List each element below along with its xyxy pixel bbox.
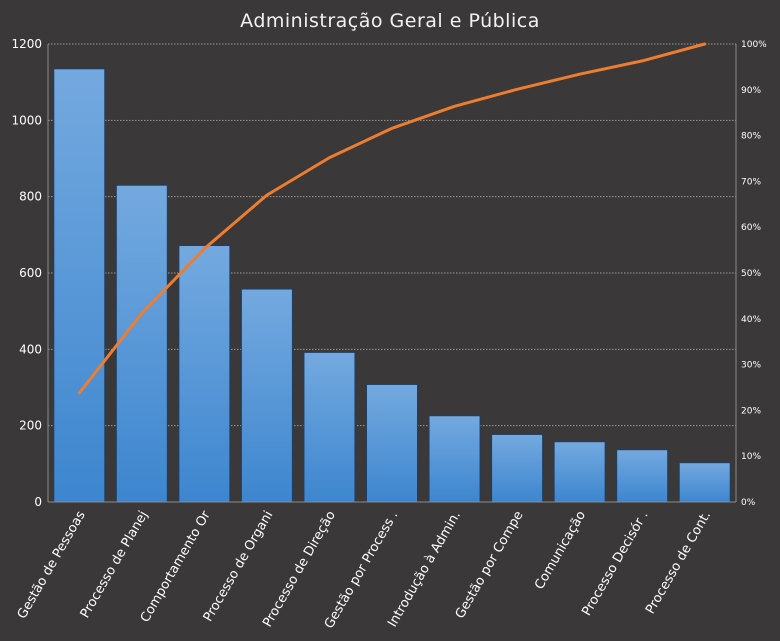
y2-tick-label: 50%	[741, 269, 761, 279]
y2-tick-label: 60%	[741, 223, 761, 233]
x-tick-label: Processo de Direção	[260, 508, 339, 629]
bars	[53, 68, 731, 503]
x-tick-label: Processo de Cont.	[643, 509, 714, 617]
y2-tick-label: 70%	[741, 177, 761, 187]
y-tick-label: 1200	[11, 37, 42, 51]
line-point	[140, 312, 144, 315]
y-tick-label: 1000	[11, 113, 42, 127]
bar	[178, 245, 231, 503]
bar	[428, 415, 481, 503]
bar	[53, 68, 106, 503]
x-tick-label: Processo Decisór .	[579, 509, 651, 619]
bar	[366, 383, 418, 503]
y-tick-label: 400	[19, 342, 42, 356]
line-point	[203, 247, 206, 250]
y2-tick-label: 30%	[741, 361, 761, 371]
bar	[240, 288, 293, 503]
x-tick-label: Comportamento Or	[138, 508, 214, 625]
bar	[616, 449, 669, 503]
y2-tick-label: 20%	[741, 406, 761, 416]
y-tick-label: 600	[19, 266, 42, 280]
y-axis-left: 0 200 400 600 800 1000 1200	[11, 37, 49, 509]
line-point	[78, 391, 81, 395]
y2-tick-label: 10%	[741, 452, 761, 462]
cumulative-line	[77, 42, 707, 395]
y2-tick-label: 40%	[741, 315, 761, 325]
y2-tick-label: 100%	[741, 40, 767, 50]
x-tick-label: Comunicação	[532, 508, 589, 592]
y-tick-label: 800	[19, 190, 42, 204]
y-axis-right: 0% 10% 20% 30% 40% 50% 60% 70% 80% 90% 100%	[735, 40, 767, 508]
line-point	[328, 156, 331, 159]
bar	[553, 441, 606, 503]
cumulative-percent-line	[77, 42, 707, 395]
x-tick-label: Processo de Organi	[201, 509, 277, 625]
line-point	[390, 127, 394, 130]
y2-tick-label: 90%	[741, 86, 761, 96]
x-tick-label: Processo de Planej	[78, 509, 152, 621]
x-tick-label: Gestão por Process .	[322, 509, 402, 632]
y-tick-label: 0	[34, 495, 42, 509]
y2-tick-label: 0%	[741, 498, 756, 508]
x-tick-label: Gestão por Compe	[453, 509, 527, 622]
x-tick-label: Introdução à Admin.	[385, 508, 464, 629]
x-tick-label: Gestão de Pessoas	[15, 508, 89, 621]
bar	[303, 351, 356, 503]
bar	[678, 462, 731, 503]
y2-tick-label: 80%	[741, 132, 761, 142]
line-point	[703, 42, 706, 46]
line-point	[578, 73, 581, 76]
chart-title: Administração Geral e Pública	[240, 10, 540, 32]
line-point	[453, 105, 456, 108]
line-point	[515, 88, 519, 91]
bar	[115, 184, 168, 503]
line-point	[640, 59, 644, 63]
bar	[491, 433, 544, 503]
line-point	[265, 193, 269, 197]
y-tick-label: 200	[19, 419, 42, 433]
